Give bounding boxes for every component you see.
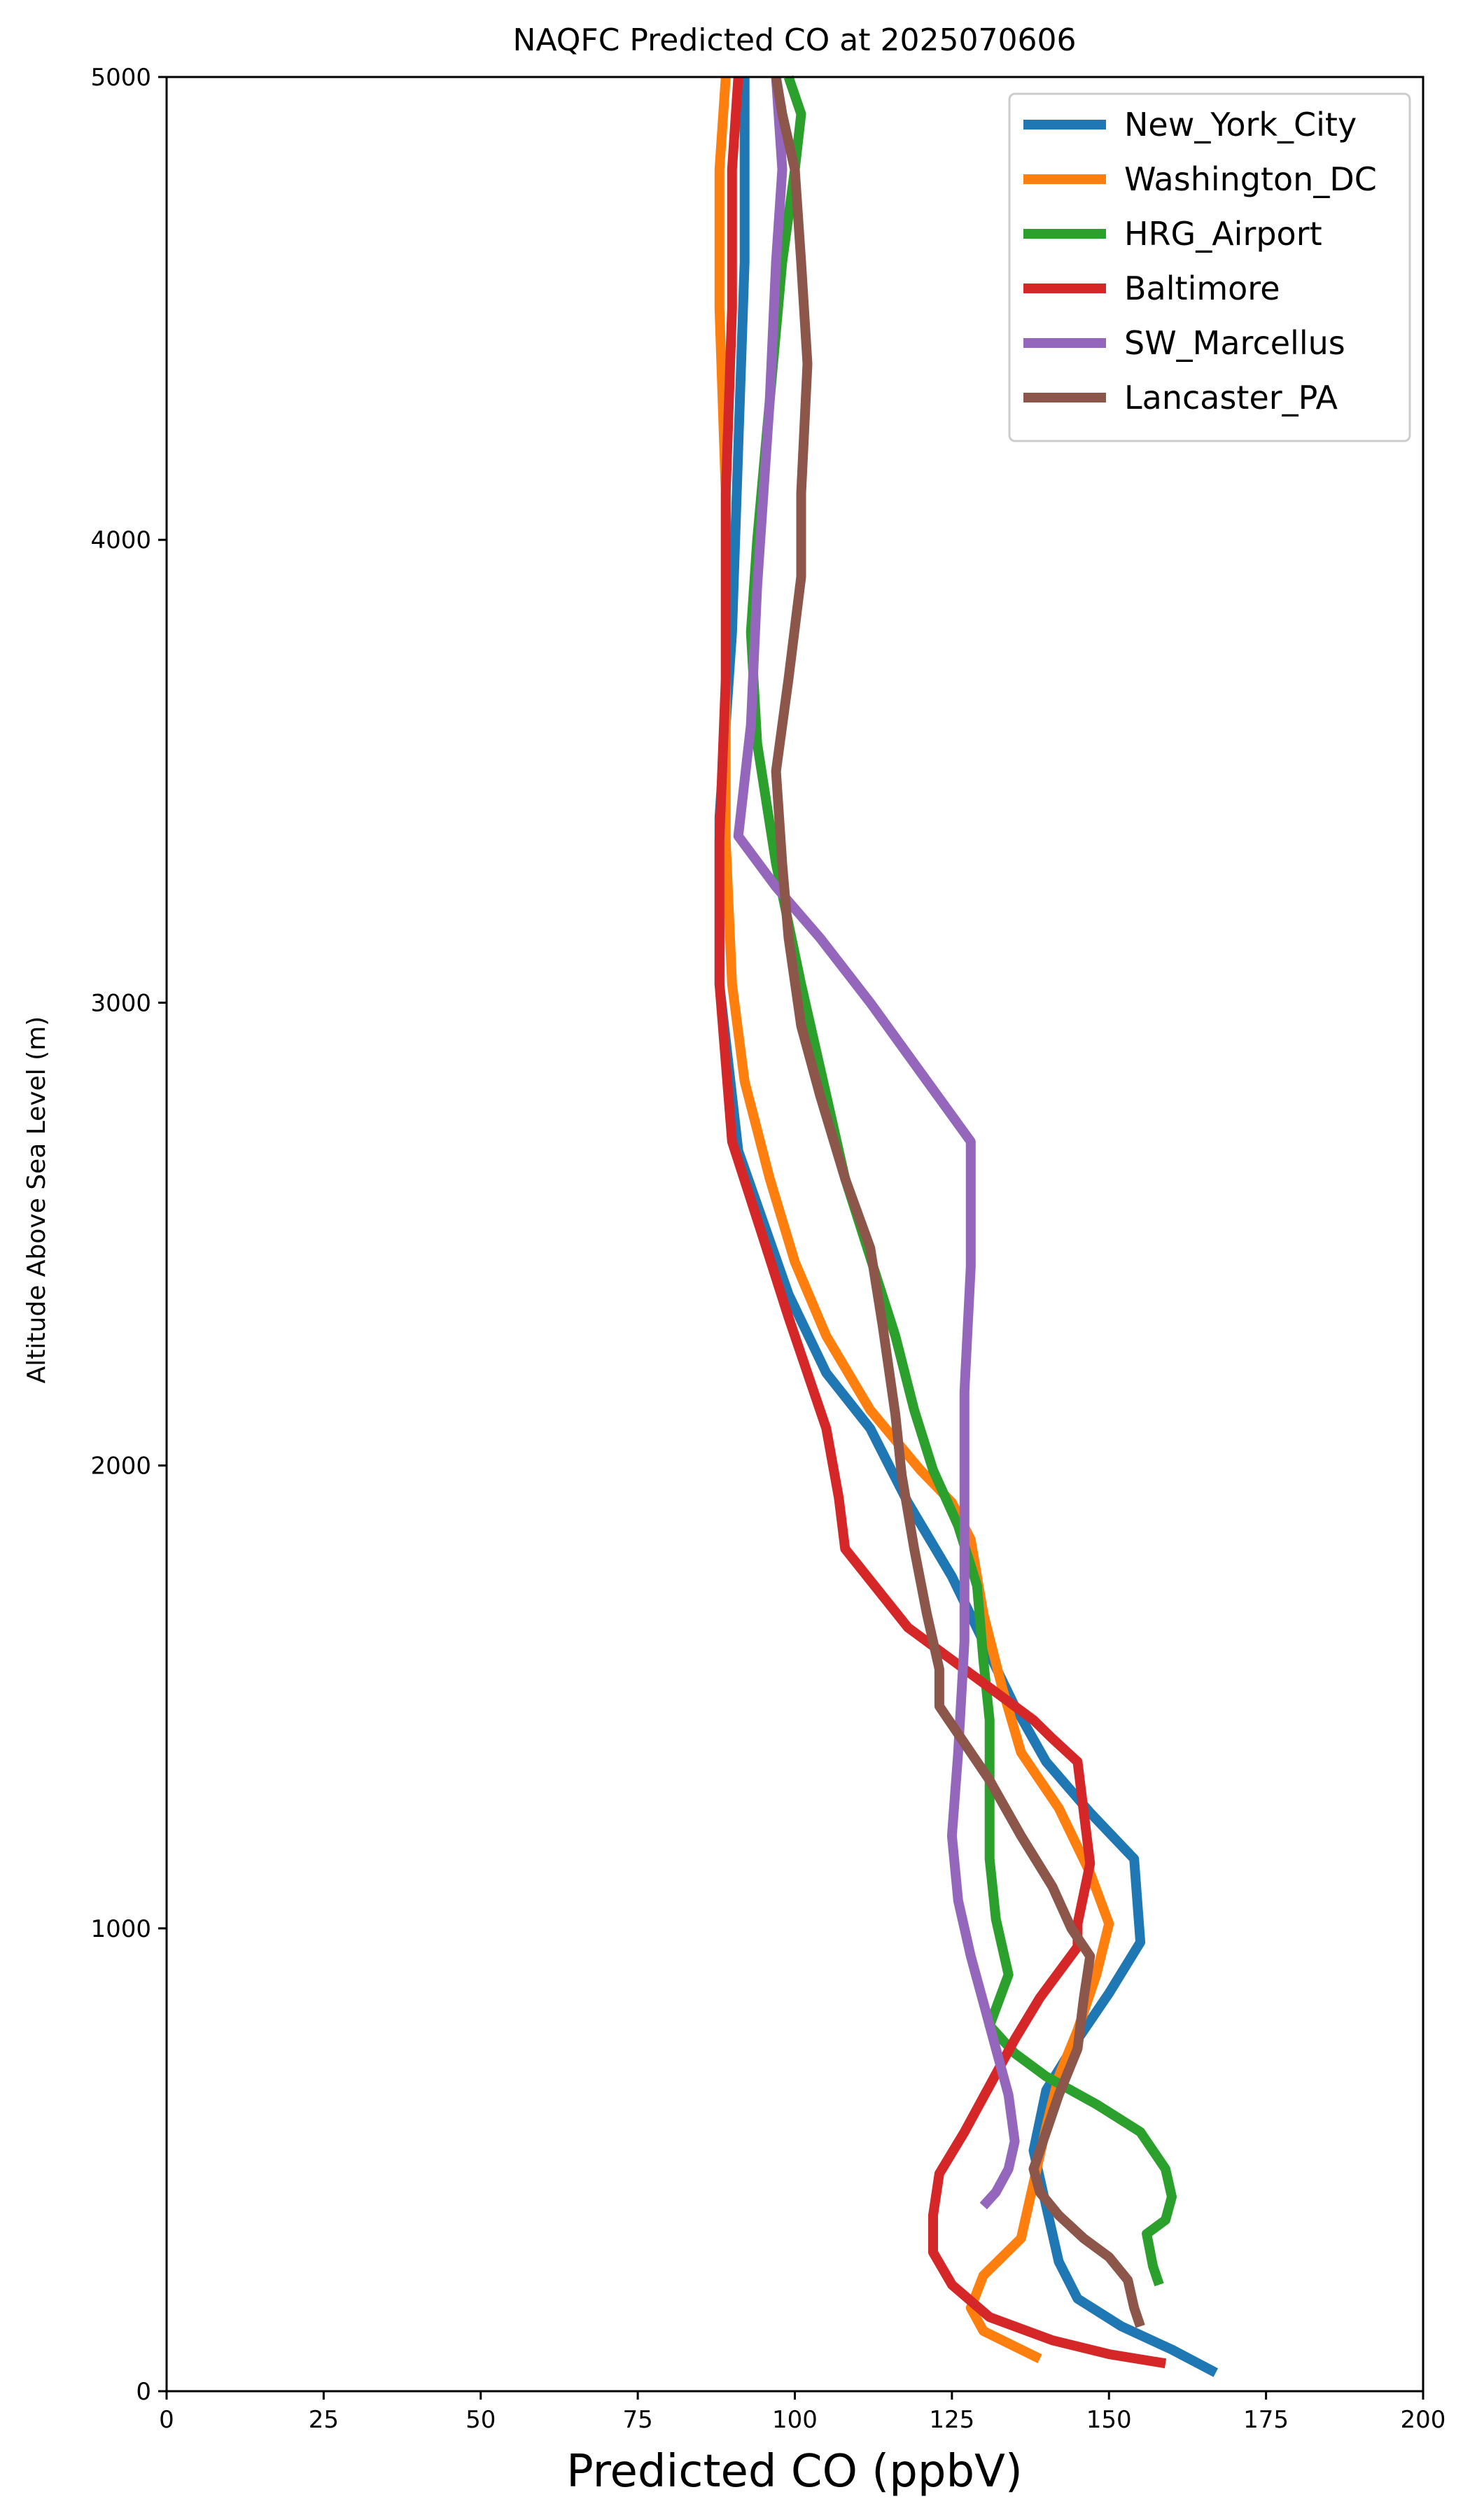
legend-label: Lancaster_PA	[1124, 379, 1338, 416]
y-tick-label: 0	[136, 2378, 151, 2406]
legend-label: SW_Marcellus	[1124, 324, 1345, 362]
x-tick-label: 0	[159, 2406, 174, 2434]
x-tick-label: 150	[1086, 2406, 1132, 2434]
chart-title: NAQFC Predicted CO at 2025070606	[513, 22, 1077, 58]
x-tick-label: 125	[929, 2406, 974, 2434]
y-tick-label: 1000	[90, 1915, 151, 1943]
series-line-baltimore	[714, 76, 1167, 2369]
x-tick-label: 175	[1243, 2406, 1289, 2434]
y-tick-label: 3000	[90, 989, 151, 1017]
legend: New_York_City Washington_DC HRG_Airport Bal…	[1008, 92, 1411, 442]
legend-label: New_York_City	[1124, 106, 1357, 144]
x-tick-label: 25	[309, 2406, 339, 2434]
legend-label: Baltimore	[1124, 270, 1280, 307]
ticks-layer: 0 25 50 75 100 125 150 175 200010002000300040005…	[90, 64, 1446, 2434]
x-tick-label: 75	[622, 2406, 652, 2434]
x-tick-label: 100	[772, 2406, 818, 2434]
x-tick-label: 50	[465, 2406, 496, 2434]
legend-label: HRG_Airport	[1124, 215, 1322, 253]
series-line-sw-marcellus	[733, 76, 1020, 2210]
x-axis-label: Predicted CO (ppbV)	[566, 2446, 1023, 2498]
plot-frame	[165, 76, 1424, 2393]
legend-box	[1008, 92, 1411, 442]
y-tick-label: 2000	[90, 1452, 151, 1480]
y-tick-label: 5000	[90, 64, 151, 92]
series-layer	[714, 75, 1219, 2377]
legend-label: Washington_DC	[1124, 160, 1377, 198]
y-tick-label: 4000	[90, 526, 151, 554]
x-tick-label: 200	[1401, 2406, 1446, 2434]
series-line-lancaster-pa	[771, 76, 1145, 2328]
y-axis-label: Altitude Above Sea Level (m)	[22, 1016, 51, 1384]
